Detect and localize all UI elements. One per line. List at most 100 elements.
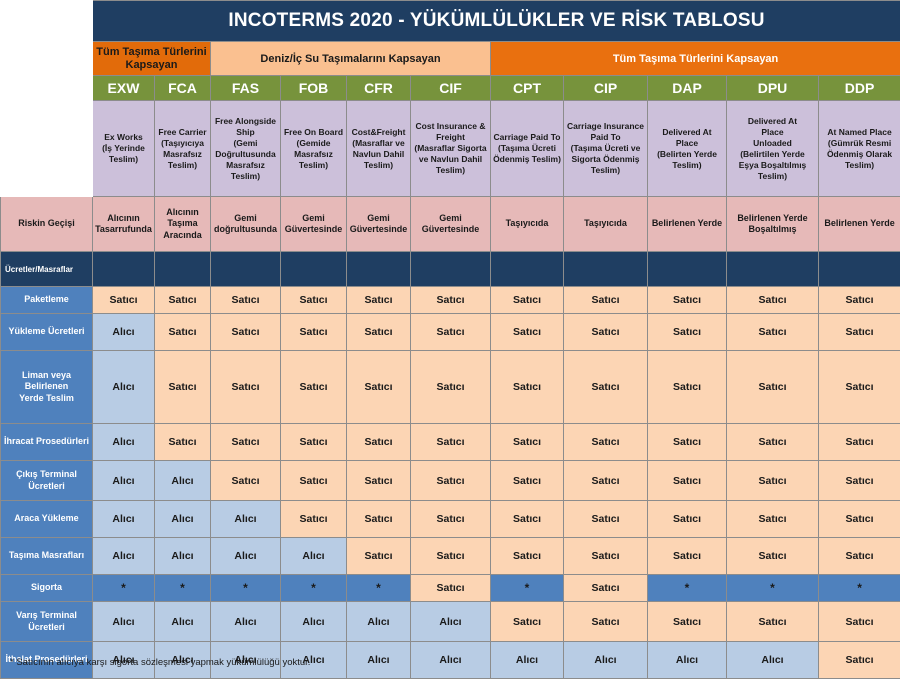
- fees-section-cell: [411, 252, 491, 287]
- seller-cell-cpt: Satıcı: [491, 424, 564, 461]
- seller-cell-fca: Satıcı: [155, 424, 211, 461]
- buyer-cell-dpu: Alıcı: [727, 642, 819, 679]
- not-obliged-cell-dap: *: [648, 575, 727, 602]
- buyer-cell-fas: Alıcı: [211, 501, 281, 538]
- buyer-cell-fas: Alıcı: [211, 538, 281, 575]
- buyer-cell-fas: Alıcı: [211, 602, 281, 642]
- seller-cell-cif: Satıcı: [411, 424, 491, 461]
- fees-section-cell: [564, 252, 648, 287]
- seller-cell-cip: Satıcı: [564, 351, 648, 424]
- row-label: Paketleme: [1, 287, 93, 314]
- not-obliged-cell-cpt: *: [491, 575, 564, 602]
- seller-cell-cif: Satıcı: [411, 575, 491, 602]
- seller-cell-dap: Satıcı: [648, 287, 727, 314]
- seller-cell-cip: Satıcı: [564, 538, 648, 575]
- risk-cpt: Taşıyıcıda: [491, 197, 564, 252]
- fees-section-cell: [819, 252, 900, 287]
- seller-cell-fob: Satıcı: [281, 314, 347, 351]
- seller-cell-cpt: Satıcı: [491, 538, 564, 575]
- seller-cell-cip: Satıcı: [564, 424, 648, 461]
- row-label: Sigorta: [1, 575, 93, 602]
- seller-cell-cip: Satıcı: [564, 602, 648, 642]
- seller-cell-dap: Satıcı: [648, 424, 727, 461]
- seller-cell-fca: Satıcı: [155, 287, 211, 314]
- term-code-cfr: CFR: [347, 76, 411, 101]
- row-label: Yükleme Ücretleri: [1, 314, 93, 351]
- seller-cell-ddp: Satıcı: [819, 501, 900, 538]
- fees-section-cell: [347, 252, 411, 287]
- seller-cell-fob: Satıcı: [281, 501, 347, 538]
- buyer-cell-fca: Alıcı: [155, 501, 211, 538]
- seller-cell-cpt: Satıcı: [491, 501, 564, 538]
- seller-cell-dpu: Satıcı: [727, 602, 819, 642]
- not-obliged-cell-fob: *: [281, 575, 347, 602]
- buyer-cell-exw: Alıcı: [93, 424, 155, 461]
- seller-cell-ddp: Satıcı: [819, 287, 900, 314]
- seller-cell-cpt: Satıcı: [491, 314, 564, 351]
- buyer-cell-fca: Alıcı: [155, 602, 211, 642]
- buyer-cell-exw: Alıcı: [93, 501, 155, 538]
- seller-cell-exw: Satıcı: [93, 287, 155, 314]
- seller-cell-fob: Satıcı: [281, 461, 347, 501]
- seller-cell-ddp: Satıcı: [819, 602, 900, 642]
- fees-section-cell: [281, 252, 347, 287]
- seller-cell-cpt: Satıcı: [491, 287, 564, 314]
- buyer-cell-exw: Alıcı: [93, 602, 155, 642]
- seller-cell-cfr: Satıcı: [347, 351, 411, 424]
- risk-ddp: Belirlenen Yerde: [819, 197, 900, 252]
- seller-cell-cip: Satıcı: [564, 501, 648, 538]
- term-code-fca: FCA: [155, 76, 211, 101]
- group-all-modes-left: Tüm Taşıma Türlerini Kapsayan: [93, 42, 211, 76]
- buyer-cell-cif: Alıcı: [411, 642, 491, 679]
- seller-cell-cfr: Satıcı: [347, 538, 411, 575]
- term-code-exw: EXW: [93, 76, 155, 101]
- buyer-cell-exw: Alıcı: [93, 461, 155, 501]
- seller-cell-ddp: Satıcı: [819, 538, 900, 575]
- buyer-cell-exw: Alıcı: [93, 314, 155, 351]
- seller-cell-cip: Satıcı: [564, 575, 648, 602]
- buyer-cell-cip: Alıcı: [564, 642, 648, 679]
- seller-cell-fob: Satıcı: [281, 287, 347, 314]
- term-code-cpt: CPT: [491, 76, 564, 101]
- buyer-cell-cpt: Alıcı: [491, 642, 564, 679]
- seller-cell-fca: Satıcı: [155, 314, 211, 351]
- seller-cell-dpu: Satıcı: [727, 424, 819, 461]
- seller-cell-cfr: Satıcı: [347, 424, 411, 461]
- seller-cell-ddp: Satıcı: [819, 424, 900, 461]
- risk-transfer-label: Riskin Geçişi: [1, 197, 93, 252]
- seller-cell-cif: Satıcı: [411, 501, 491, 538]
- seller-cell-cif: Satıcı: [411, 351, 491, 424]
- seller-cell-dap: Satıcı: [648, 501, 727, 538]
- fees-section-cell: [648, 252, 727, 287]
- seller-cell-fob: Satıcı: [281, 424, 347, 461]
- not-obliged-cell-cfr: *: [347, 575, 411, 602]
- seller-cell-ddp: Satıcı: [819, 314, 900, 351]
- seller-cell-dap: Satıcı: [648, 314, 727, 351]
- seller-cell-dpu: Satıcı: [727, 314, 819, 351]
- seller-cell-dap: Satıcı: [648, 538, 727, 575]
- seller-cell-cfr: Satıcı: [347, 461, 411, 501]
- seller-cell-cip: Satıcı: [564, 314, 648, 351]
- term-code-fas: FAS: [211, 76, 281, 101]
- seller-cell-fas: Satıcı: [211, 424, 281, 461]
- seller-cell-dap: Satıcı: [648, 461, 727, 501]
- term-code-dap: DAP: [648, 76, 727, 101]
- seller-cell-fas: Satıcı: [211, 351, 281, 424]
- buyer-cell-exw: Alıcı: [93, 351, 155, 424]
- not-obliged-cell-dpu: *: [727, 575, 819, 602]
